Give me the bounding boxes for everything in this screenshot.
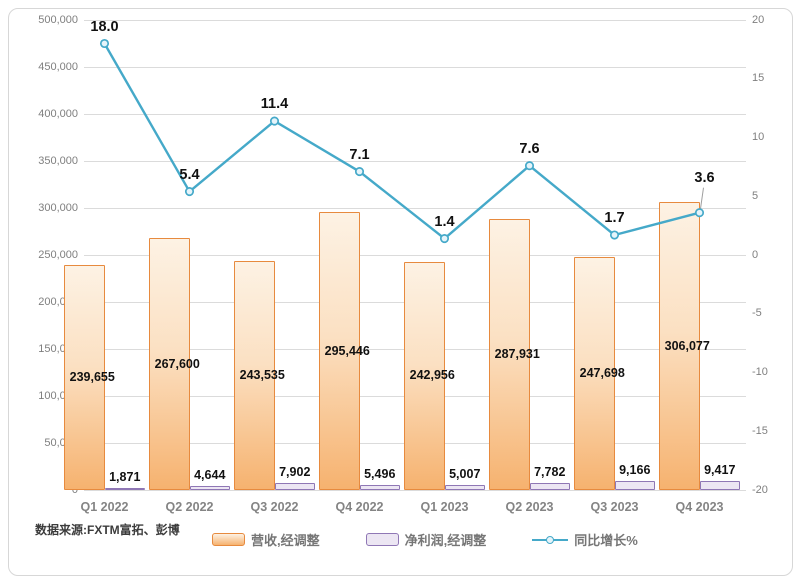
gridline bbox=[84, 113, 746, 115]
gridline bbox=[84, 254, 746, 256]
revenue-bar bbox=[404, 261, 445, 490]
left-axis-tick-label: 400,000 bbox=[38, 107, 78, 120]
legend-item-label: 营收,经调整 bbox=[251, 533, 320, 548]
revenue-bar-label: 287,931 bbox=[494, 347, 540, 362]
left-axis-tick-label: 450,000 bbox=[38, 60, 78, 73]
gridline bbox=[84, 19, 746, 21]
legend-item-label: 净利润,经调整 bbox=[404, 533, 487, 548]
legend-item: 净利润,经调整 bbox=[365, 530, 487, 549]
x-axis-tick-label: Q4 2022 bbox=[335, 500, 384, 514]
gridline bbox=[84, 207, 746, 209]
growth-point-label: 1.7 bbox=[604, 210, 625, 227]
revenue-bar-label: 306,077 bbox=[664, 338, 710, 353]
revenue-bar bbox=[659, 202, 700, 490]
profit-bar-label: 5,496 bbox=[364, 466, 396, 481]
growth-point-label: 11.4 bbox=[260, 96, 289, 113]
left-axis-tick-label: 250,000 bbox=[38, 248, 78, 261]
gridline bbox=[84, 489, 746, 491]
growth-point-label: 18.0 bbox=[90, 18, 119, 35]
revenue-legend-swatch bbox=[212, 533, 245, 546]
right-axis-tick-label: 10 bbox=[752, 131, 765, 143]
legend-item-label: 同比增长% bbox=[574, 533, 638, 548]
revenue-bar bbox=[574, 257, 615, 490]
right-axis-tick-label: 0 bbox=[752, 248, 759, 261]
source-note: 数据来源:FXTM富拓、彭博 bbox=[35, 523, 180, 537]
growth-point-label: 3.6 bbox=[694, 169, 715, 186]
right-axis-tick-label: 15 bbox=[752, 72, 765, 85]
legend-item: 同比增长% bbox=[532, 530, 638, 549]
legend-item: 营收,经调整 bbox=[212, 530, 320, 549]
growth-point-label: 7.1 bbox=[349, 146, 370, 163]
growth-legend-swatch bbox=[532, 533, 569, 546]
x-axis-tick-label: Q2 2023 bbox=[505, 500, 554, 514]
legend: 营收,经调整 净利润,经调整 同比增长% bbox=[212, 530, 638, 549]
left-axis-tick-label: 300,000 bbox=[38, 201, 78, 214]
revenue-bar-label: 247,698 bbox=[579, 366, 625, 381]
growth-point-label: 5.4 bbox=[179, 166, 200, 183]
gridline bbox=[84, 160, 746, 162]
revenue-bar-label: 243,535 bbox=[239, 368, 285, 383]
profit-bar bbox=[104, 488, 145, 491]
x-axis-tick-label: Q1 2023 bbox=[420, 500, 469, 514]
right-axis-tick-label: 20 bbox=[752, 13, 765, 26]
revenue-bar-label: 295,446 bbox=[324, 343, 370, 358]
profit-bar-label: 7,782 bbox=[534, 464, 566, 479]
right-axis-tick-label: -20 bbox=[752, 483, 768, 496]
profit-bar bbox=[274, 482, 315, 490]
profit-bar bbox=[444, 485, 485, 490]
profit-bar bbox=[529, 482, 570, 490]
profit-bar bbox=[359, 484, 400, 490]
profit-legend-swatch bbox=[365, 533, 399, 546]
left-axis-tick-label: 500,000 bbox=[38, 13, 78, 26]
x-axis-tick-label: Q2 2022 bbox=[165, 500, 214, 514]
left-axis-tick-label: 350,000 bbox=[38, 154, 78, 167]
revenue-bar bbox=[319, 212, 360, 490]
chart-footer: 数据来源:FXTM富拓、彭博 营收,经调整 净利润,经调整 同比增长% bbox=[0, 516, 801, 566]
growth-point-label: 7.6 bbox=[519, 140, 540, 157]
x-axis-tick-label: Q3 2022 bbox=[250, 500, 299, 514]
revenue-bar bbox=[234, 261, 275, 490]
legend-line-marker bbox=[546, 535, 555, 544]
revenue-bar-label: 239,655 bbox=[69, 369, 115, 384]
gridline bbox=[84, 66, 746, 68]
revenue-bar-label: 267,600 bbox=[154, 356, 200, 371]
profit-bar-label: 9,166 bbox=[619, 463, 651, 478]
x-axis-tick-label: Q4 2023 bbox=[675, 500, 724, 514]
revenue-bar bbox=[489, 219, 530, 490]
x-axis-tick-label: Q3 2023 bbox=[590, 500, 639, 514]
revenue-bar bbox=[64, 264, 105, 490]
profit-bar-label: 5,007 bbox=[449, 467, 481, 482]
right-axis-tick-label: 5 bbox=[752, 189, 759, 202]
profit-bar-label: 4,644 bbox=[194, 467, 226, 482]
profit-bar bbox=[699, 481, 740, 490]
profit-bar-label: 7,902 bbox=[279, 464, 311, 479]
profit-bar bbox=[189, 485, 230, 490]
profit-bar-label: 1,871 bbox=[109, 470, 141, 485]
right-axis-tick-label: -5 bbox=[752, 307, 762, 320]
x-axis-tick-label: Q1 2022 bbox=[80, 500, 129, 514]
revenue-bar-label: 242,956 bbox=[409, 368, 455, 383]
right-axis-tick-label: -15 bbox=[752, 424, 768, 437]
right-axis-tick-label: -10 bbox=[752, 366, 768, 378]
revenue-bar bbox=[149, 238, 190, 490]
growth-point-label: 1.4 bbox=[434, 213, 455, 230]
profit-bar bbox=[614, 481, 655, 490]
profit-bar-label: 9,417 bbox=[704, 463, 736, 478]
